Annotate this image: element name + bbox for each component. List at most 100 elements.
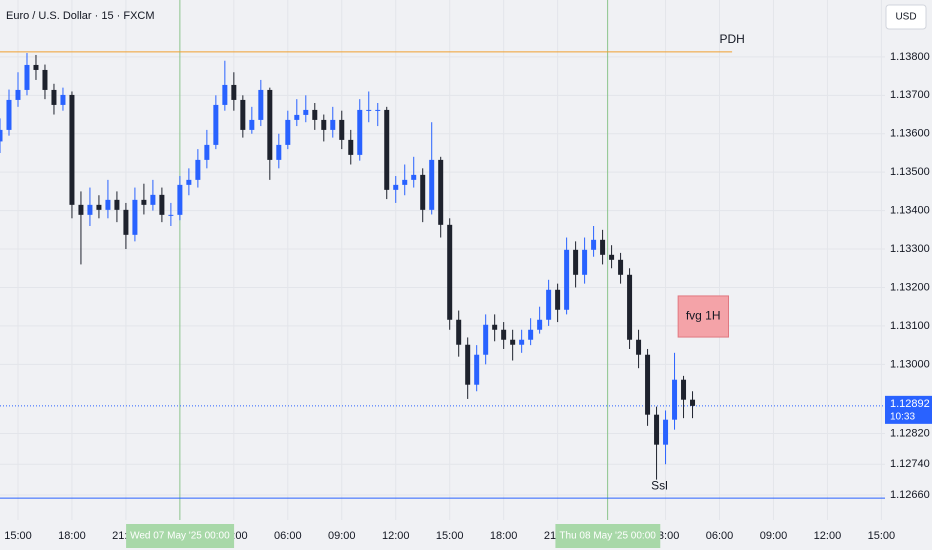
candle-body — [42, 69, 48, 90]
candle-body — [510, 339, 516, 345]
x-tick-label: 09:00 — [328, 530, 356, 542]
candle-body — [555, 289, 561, 310]
candle-body — [483, 324, 489, 355]
plot-background — [0, 0, 885, 520]
x-tick-label: 15:00 — [436, 530, 464, 542]
x-tick-label: 15:00 — [4, 530, 32, 542]
candle-body — [222, 84, 228, 105]
candle-body — [690, 399, 696, 406]
candle-body — [0, 129, 3, 142]
x-tick-label: 15:00 — [868, 530, 896, 542]
session-label-box — [555, 524, 661, 548]
candle-body — [411, 174, 417, 180]
session-label: Wed 07 May '25 00:00 — [130, 531, 230, 542]
candle-body — [465, 344, 471, 385]
candle-body — [213, 104, 219, 145]
candle-body — [645, 354, 651, 415]
candle-body — [258, 89, 264, 120]
candle-body — [447, 224, 453, 320]
candle-body — [150, 194, 156, 205]
candle-body — [267, 89, 273, 160]
candle-body — [168, 214, 174, 216]
candle-body — [582, 249, 588, 275]
candle-body — [276, 144, 282, 160]
candle-body — [339, 119, 345, 140]
candle-body — [303, 109, 309, 115]
x-tick-label: 12:00 — [814, 530, 842, 542]
candle-body — [177, 184, 183, 215]
candle-body — [609, 254, 615, 260]
candle-body — [591, 239, 597, 250]
candle-body — [492, 324, 498, 330]
candle-body — [78, 204, 84, 215]
candle-body — [519, 339, 525, 345]
candle-body — [663, 419, 669, 445]
countdown-label: 10:33 — [890, 411, 915, 422]
candle-body — [654, 414, 660, 445]
y-tick-label: 1.13800 — [890, 51, 930, 63]
candle-body — [636, 339, 642, 355]
candle-body — [681, 379, 687, 400]
session-label-box — [126, 524, 235, 548]
candle-body — [51, 89, 57, 105]
candle-body — [24, 64, 30, 90]
candle-body — [159, 194, 165, 215]
y-tick-label: 1.13100 — [890, 320, 930, 332]
candle-body — [501, 329, 507, 340]
candle-body — [384, 109, 390, 190]
price-axis-background — [885, 0, 932, 550]
candle-body — [429, 159, 435, 210]
y-tick-label: 1.13600 — [890, 128, 930, 140]
x-tick-label: 18:00 — [490, 530, 518, 542]
y-tick-label: 1.12820 — [890, 427, 930, 439]
candle-body — [312, 109, 318, 120]
candle-body — [231, 84, 237, 100]
candle-body — [456, 319, 462, 345]
candle-body — [348, 139, 354, 155]
candle-body — [240, 99, 246, 130]
y-tick-label: 1.13400 — [890, 205, 930, 217]
candle-body — [393, 184, 399, 190]
y-tick-label: 1.13700 — [890, 89, 930, 101]
candle-body — [564, 249, 570, 310]
candle-body — [618, 259, 624, 275]
candle-body — [321, 119, 327, 130]
y-tick-label: 1.13000 — [890, 358, 930, 370]
chart-title: Euro / U.S. Dollar · 15 · FXCM — [6, 10, 155, 22]
candle-body — [249, 119, 255, 130]
candle-body — [420, 174, 426, 210]
candle-body — [600, 239, 606, 255]
candle-body — [402, 179, 408, 185]
x-tick-label: 06:00 — [274, 530, 302, 542]
y-tick-label: 1.12740 — [890, 458, 930, 470]
candle-body — [6, 99, 12, 130]
y-tick-label: 1.13200 — [890, 281, 930, 293]
candle-body — [672, 379, 678, 420]
level-label: PDH — [720, 32, 745, 46]
currency-button[interactable] — [885, 4, 927, 30]
candle-body — [528, 329, 534, 340]
candle-body — [123, 209, 129, 235]
candle-body — [195, 159, 201, 180]
candle-body — [114, 199, 120, 210]
y-tick-label: 1.12660 — [890, 489, 930, 501]
fvg-zone — [677, 295, 730, 338]
candle-body — [33, 64, 39, 70]
fvg-label: fvg 1H — [686, 309, 721, 323]
candle-body — [474, 354, 480, 385]
candle-body — [573, 249, 579, 275]
candle-body — [294, 114, 300, 120]
y-tick-label: 1.13500 — [890, 166, 930, 178]
candle-body — [204, 144, 210, 160]
x-tick-label: 09:00 — [760, 530, 788, 542]
candle-body — [15, 89, 21, 100]
session-label: Thu 08 May '25 00:00 — [559, 531, 656, 542]
candle-body — [105, 199, 111, 210]
candle-body — [627, 274, 633, 340]
level-label: Ssl — [651, 478, 668, 492]
candle-body — [537, 319, 543, 330]
candle-body — [375, 109, 381, 111]
candle-body — [69, 94, 75, 205]
candle-body — [96, 204, 102, 210]
